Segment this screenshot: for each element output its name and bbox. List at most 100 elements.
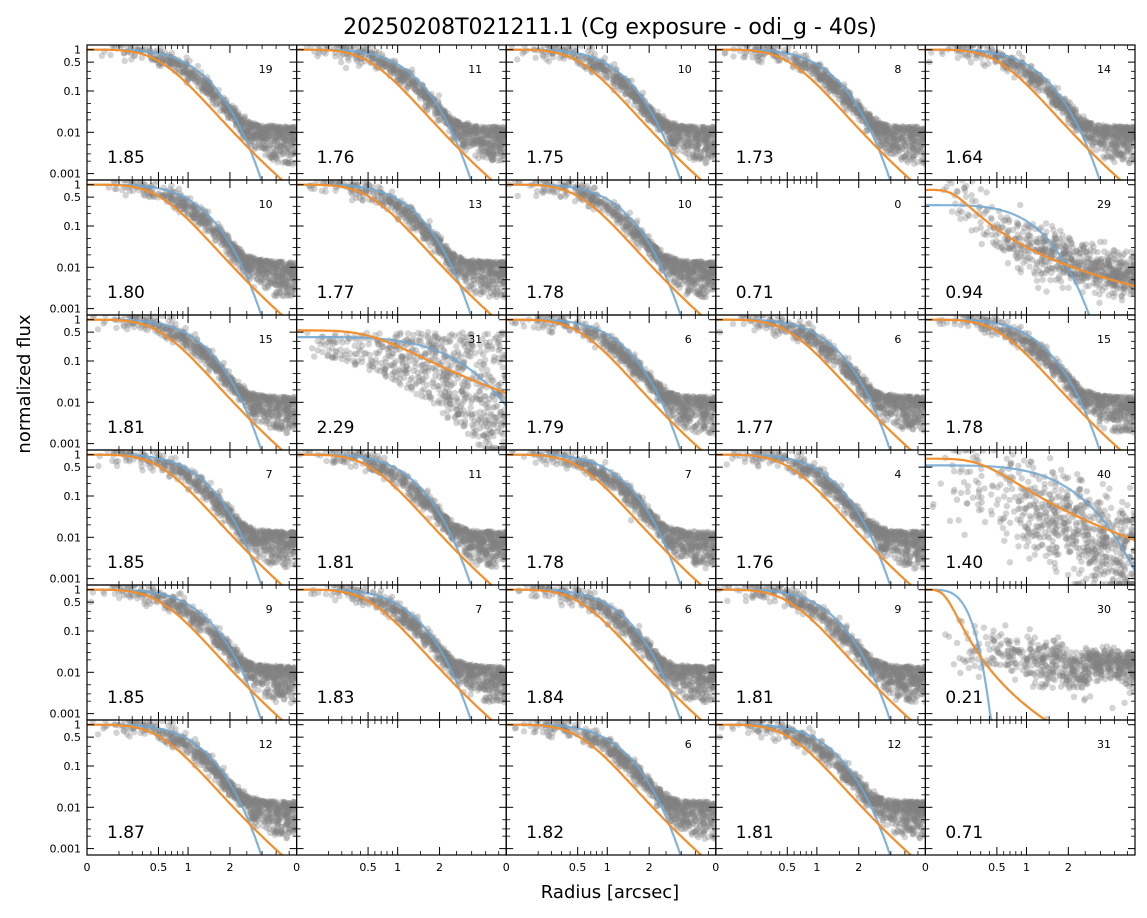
data-point	[275, 133, 283, 141]
data-point	[697, 152, 704, 160]
data-point	[421, 103, 429, 111]
data-point	[657, 118, 664, 125]
data-point	[218, 241, 225, 249]
data-point	[265, 128, 273, 136]
data-point	[278, 151, 285, 158]
data-point	[200, 85, 208, 92]
data-point	[657, 117, 664, 125]
data-point	[270, 279, 277, 287]
data-point	[267, 149, 274, 156]
panel-grid: 10.50.10.010.001191.85111.76101.7581.731…	[50, 44, 1136, 874]
data-point	[344, 54, 352, 61]
data-point	[613, 73, 621, 80]
data-point	[387, 66, 394, 74]
data-point	[916, 130, 924, 137]
data-point	[288, 134, 295, 141]
data-point	[168, 49, 176, 57]
data-point	[484, 132, 492, 140]
data-point	[194, 62, 202, 70]
data-point	[193, 73, 200, 81]
data-point	[408, 79, 415, 86]
data-point	[388, 62, 395, 69]
data-point	[264, 137, 272, 144]
data-point	[498, 139, 506, 146]
data-point	[461, 130, 469, 137]
data-point	[269, 124, 276, 132]
data-point	[228, 115, 235, 122]
data-point	[280, 142, 287, 149]
data-point	[630, 101, 638, 109]
data-point	[268, 257, 275, 265]
data-point	[204, 85, 212, 92]
data-point	[275, 130, 282, 137]
data-point	[208, 86, 215, 93]
data-point	[382, 60, 389, 67]
data-point	[256, 122, 263, 130]
data-point	[486, 128, 494, 135]
data-point	[481, 124, 488, 131]
data-point	[286, 124, 293, 131]
data-point	[702, 143, 709, 150]
data-point	[674, 124, 681, 131]
data-point	[496, 141, 504, 148]
data-point	[288, 125, 295, 132]
data-point	[268, 141, 275, 148]
data-point	[496, 134, 504, 142]
data-point	[701, 137, 709, 145]
data-point	[166, 58, 173, 66]
data-point	[234, 109, 242, 116]
data-point	[200, 78, 208, 85]
data-point	[180, 69, 187, 76]
data-point	[492, 134, 499, 141]
data-point	[437, 116, 445, 123]
data-point	[703, 159, 710, 166]
data-point	[482, 140, 489, 147]
data-point	[308, 45, 315, 49]
data-point	[274, 125, 282, 133]
data-point	[480, 128, 487, 136]
data-point	[464, 128, 471, 136]
data-point	[271, 138, 278, 145]
data-point	[204, 88, 211, 95]
data-point	[212, 102, 220, 109]
data-point	[502, 133, 507, 140]
data-point	[283, 129, 290, 136]
data-point	[475, 129, 483, 136]
data-point	[493, 132, 501, 140]
data-point	[264, 125, 271, 132]
data-point	[175, 61, 183, 68]
data-point	[496, 143, 503, 150]
data-point	[642, 111, 650, 118]
data-point	[245, 128, 252, 135]
data-point	[887, 150, 894, 158]
data-point	[289, 124, 296, 131]
data-point	[455, 132, 462, 140]
data-point	[223, 107, 230, 115]
data-point	[412, 85, 419, 92]
data-point	[395, 69, 403, 76]
y-tick-label: 0.1	[64, 220, 82, 233]
data-point	[446, 113, 453, 121]
data-point	[452, 119, 459, 126]
data-point	[121, 57, 128, 65]
data-point	[175, 61, 182, 69]
data-point	[248, 120, 255, 128]
data-point	[183, 71, 190, 79]
data-point	[276, 129, 284, 136]
data-point	[425, 95, 433, 103]
data-point	[279, 131, 287, 138]
data-point	[474, 138, 481, 145]
data-point	[199, 88, 206, 95]
data-point	[290, 135, 297, 143]
data-point	[395, 73, 402, 81]
data-point	[167, 60, 174, 68]
data-point	[263, 135, 270, 142]
data-point	[491, 123, 498, 130]
data-point	[455, 120, 462, 127]
data-point	[895, 132, 902, 140]
data-point	[1100, 129, 1107, 137]
data-point	[458, 127, 465, 135]
data-point	[269, 134, 277, 141]
data-point	[628, 92, 636, 100]
y-tick-label: 1	[74, 179, 81, 192]
